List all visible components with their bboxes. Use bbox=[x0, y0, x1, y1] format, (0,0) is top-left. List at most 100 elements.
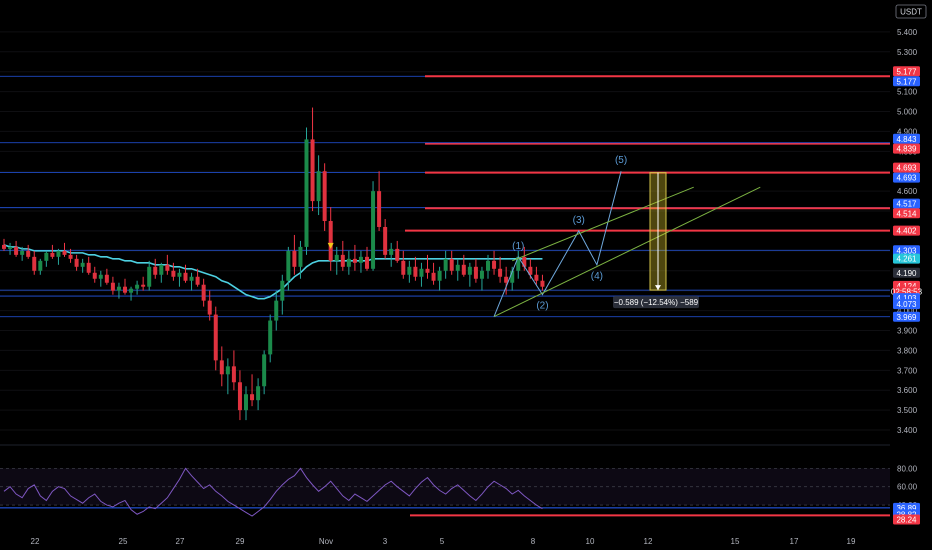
price-tag: 4.073 bbox=[893, 299, 920, 310]
price-tick: 5.100 bbox=[897, 88, 918, 97]
price-tag: 4.514 bbox=[893, 208, 920, 219]
price-tick: 5.000 bbox=[897, 108, 918, 117]
candle-body bbox=[129, 288, 134, 293]
price-tick: 3.400 bbox=[897, 426, 918, 435]
candle-body bbox=[328, 221, 333, 261]
time-axis[interactable]: 22 25 27 29 Nov 3 5 8 10 12 15 17 19 bbox=[31, 537, 856, 546]
price-tag-label: 3.969 bbox=[896, 313, 917, 322]
candle-body bbox=[431, 272, 436, 281]
candles bbox=[2, 107, 545, 421]
candle-body bbox=[473, 266, 478, 279]
channel-upper-line[interactable] bbox=[512, 186, 694, 262]
time-tick: 5 bbox=[440, 537, 445, 546]
candle-body bbox=[377, 191, 382, 227]
price-tag-box bbox=[893, 172, 920, 183]
candle-body bbox=[522, 256, 527, 267]
candle-body bbox=[231, 366, 236, 383]
candle-body bbox=[237, 382, 242, 411]
price-tag-label: 4.103 bbox=[896, 294, 917, 303]
price-tag: 4.303 bbox=[893, 245, 920, 256]
candle-body bbox=[159, 264, 164, 275]
drawings[interactable]: (1) (2) (3) (4) (5) −0.589 (−12.54%) −589 bbox=[327, 155, 761, 318]
price-tag: 5.177 bbox=[893, 76, 920, 87]
elliott-wave-label: (2) bbox=[536, 301, 548, 312]
candle-body bbox=[419, 268, 424, 277]
currency-badge[interactable]: USDT bbox=[895, 4, 927, 19]
candle-body bbox=[86, 262, 91, 273]
elliott-wave-label: (1) bbox=[512, 241, 524, 252]
candle-body bbox=[250, 394, 255, 401]
elliott-wave-path[interactable] bbox=[493, 171, 622, 317]
candle-body bbox=[135, 284, 140, 289]
candle-body bbox=[365, 256, 369, 269]
measure-arrow-head bbox=[655, 285, 661, 291]
price-tag: 4.402 bbox=[893, 225, 920, 236]
time-tick: 8 bbox=[531, 537, 536, 546]
candle-body bbox=[310, 139, 315, 202]
rsi-tick: 80.00 bbox=[897, 464, 918, 473]
price-tag-label: 4.190 bbox=[896, 269, 917, 278]
candle-body bbox=[183, 272, 188, 281]
price-tag-label: 4.843 bbox=[896, 135, 917, 144]
price-tick: 4.900 bbox=[897, 127, 918, 136]
price-tag: 4.839 bbox=[893, 143, 920, 154]
price-tick: 5.400 bbox=[897, 28, 918, 37]
candle-body bbox=[219, 360, 224, 375]
candle-body bbox=[395, 248, 400, 261]
candle-body bbox=[213, 314, 218, 361]
candle-body bbox=[467, 266, 472, 275]
candle-body bbox=[14, 246, 19, 255]
candle-body bbox=[340, 254, 345, 267]
price-tick: 3.500 bbox=[897, 406, 918, 415]
price-tag: 4.517 bbox=[893, 198, 920, 209]
candle-body bbox=[256, 386, 261, 401]
candle-body bbox=[171, 270, 176, 277]
time-tick: 27 bbox=[176, 537, 185, 546]
candle-body bbox=[165, 264, 170, 271]
elliott-wave-label: (4) bbox=[591, 271, 603, 282]
price-tag: 4.190 bbox=[893, 267, 920, 278]
horizontal-levels[interactable] bbox=[0, 75, 890, 318]
time-tick: 25 bbox=[119, 537, 128, 546]
candle-body bbox=[383, 226, 388, 255]
rsi-line bbox=[3, 467, 543, 517]
candle-body bbox=[50, 252, 55, 257]
signal-marker-icon bbox=[327, 242, 334, 249]
time-tick: 15 bbox=[731, 537, 740, 546]
candle-body bbox=[274, 300, 279, 321]
candle-body bbox=[98, 274, 103, 279]
candle-body bbox=[280, 280, 285, 301]
candle-body bbox=[413, 266, 418, 277]
elliott-wave-label: (5) bbox=[615, 155, 627, 166]
channel-lower-line[interactable] bbox=[493, 186, 761, 318]
price-tag-box bbox=[893, 162, 920, 173]
candle-body bbox=[38, 260, 43, 271]
candle-body bbox=[516, 256, 521, 271]
candle-body bbox=[262, 354, 267, 387]
candle-body bbox=[479, 270, 484, 279]
candle-body bbox=[32, 256, 37, 271]
price-tag: 4.261 bbox=[893, 253, 920, 264]
candle-body bbox=[286, 250, 291, 281]
price-tag-box bbox=[893, 208, 920, 219]
price-tag-box bbox=[893, 198, 920, 209]
candle-body bbox=[371, 191, 376, 269]
candle-body bbox=[92, 272, 97, 279]
candle-body bbox=[104, 274, 109, 283]
time-tick: 19 bbox=[847, 537, 856, 546]
candle-body bbox=[80, 262, 85, 267]
candle-body bbox=[437, 270, 442, 281]
time-tick: 17 bbox=[790, 537, 799, 546]
price-tag-label: 4.303 bbox=[896, 246, 917, 255]
candle-body bbox=[425, 268, 430, 273]
price-tick: 4.000 bbox=[897, 307, 918, 316]
price-tag: 4.693 bbox=[893, 172, 920, 183]
candle-body bbox=[407, 266, 412, 275]
time-tick: Nov bbox=[319, 537, 333, 546]
candle-body bbox=[123, 286, 127, 293]
price-tag-label: 4.517 bbox=[896, 200, 917, 209]
